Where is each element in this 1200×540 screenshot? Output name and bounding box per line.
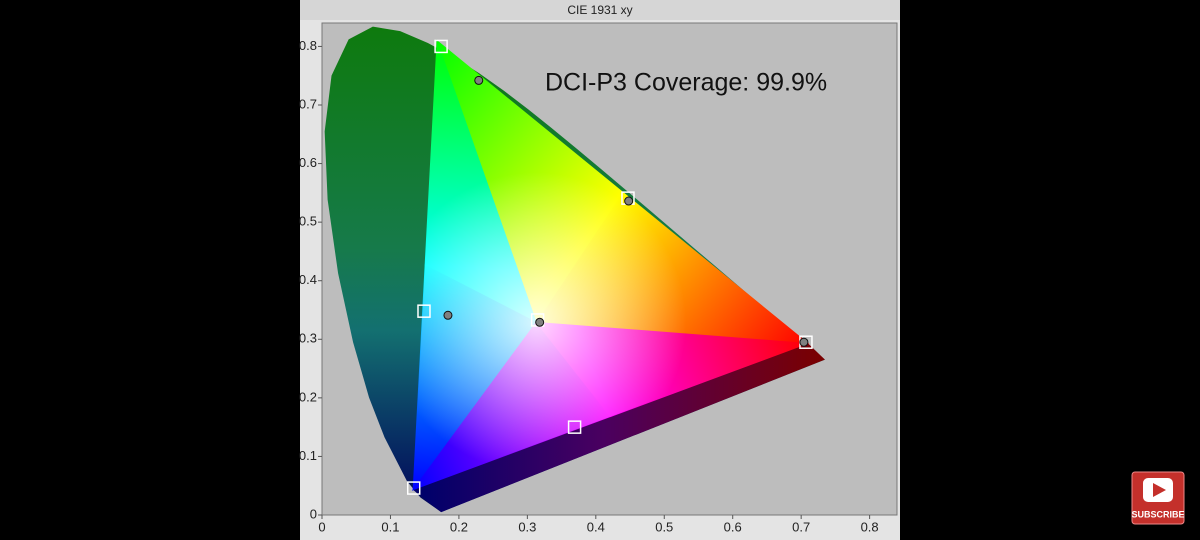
x-tick-label: 0.2 [450,519,468,534]
x-tick-label: 0.3 [518,519,536,534]
title-bar [300,0,900,20]
y-tick-label: 0.8 [299,38,317,53]
y-tick-label: 0.3 [299,331,317,346]
y-tick-label: 0.2 [299,389,317,404]
annotation: DCI-P3 Coverage: 99.9% [545,69,827,97]
x-tick-label: 0 [318,519,325,534]
x-tick-label: 0.5 [655,519,673,534]
target-square [406,481,421,495]
target-square [417,304,431,318]
x-tick-label: 0.1 [381,519,399,534]
play-icon [1153,483,1166,497]
subscribe-button[interactable]: SUBSCRIBE [1131,471,1185,525]
y-tick-label: 0.1 [299,448,317,463]
target-square [434,39,448,54]
measured-point [799,337,809,347]
y-tick-label: 0.7 [299,96,317,111]
measured-point [443,310,453,320]
x-tick-label: 0.6 [724,519,742,534]
gamut [324,26,825,513]
y-tick-label: 0 [310,506,317,521]
y-tick-label: 0.6 [299,155,317,170]
y-tick-label: 0.5 [299,214,317,229]
y-tick-label: 0.4 [299,272,317,287]
marks [406,39,813,495]
white-glow [413,40,809,490]
measured-point [624,196,634,206]
x-tick-label: 0.8 [861,519,879,534]
measured-point [535,317,545,327]
subscribe-label[interactable]: SUBSCRIBE [1131,509,1184,519]
target-square [567,420,582,434]
x-tick-label: 0.7 [792,519,810,534]
chart-title: CIE 1931 xy [567,3,632,17]
purple-band [413,343,825,513]
measured-point [474,75,484,85]
x-tick-label: 0.4 [587,519,605,534]
